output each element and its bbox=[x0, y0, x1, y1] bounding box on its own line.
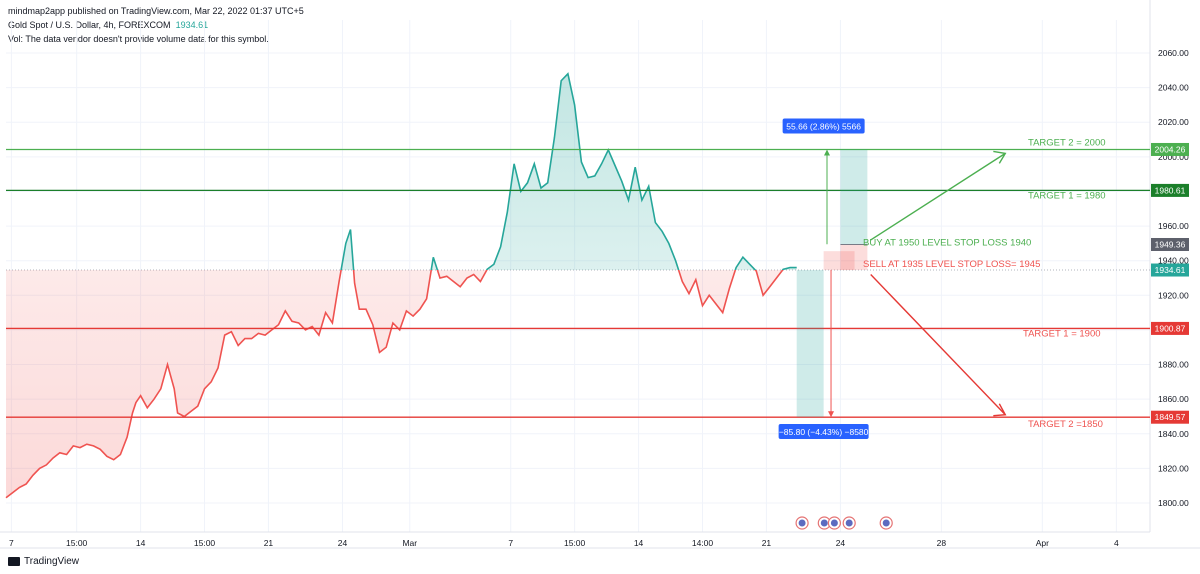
price-badge-0-bg bbox=[1151, 237, 1189, 251]
short-profit-zone[interactable] bbox=[796, 270, 824, 418]
level-badge-1-bg bbox=[1151, 183, 1189, 197]
x-tick-label: 7 bbox=[508, 538, 513, 548]
price-badge-1-bg bbox=[1151, 263, 1189, 277]
long-profit-zone[interactable] bbox=[840, 149, 868, 245]
bearish-target-arrow bbox=[870, 274, 1006, 416]
y-tick-label: 2060.00 bbox=[1158, 48, 1189, 58]
long-stop-zone[interactable] bbox=[840, 244, 868, 271]
x-tick-label: 7 bbox=[9, 538, 14, 548]
x-tick-label: 28 bbox=[937, 538, 947, 548]
price-badge-1: 1934.61 bbox=[1155, 265, 1186, 275]
bullish-target-arrow bbox=[870, 152, 1006, 241]
short-measure-arrowhead bbox=[828, 411, 835, 418]
short-stop-zone[interactable] bbox=[823, 251, 855, 271]
x-tick-label: Apr bbox=[1036, 538, 1049, 548]
y-tick-label: 1860.00 bbox=[1158, 394, 1189, 404]
buy-label: BUY AT 1950 LEVEL STOP LOSS 1940 bbox=[863, 237, 1031, 248]
volume-note: Vol: The data vendor doesn't provide vol… bbox=[8, 34, 269, 44]
long-measure-label-bg bbox=[782, 118, 865, 134]
chart-header: mindmap2app published on TradingView.com… bbox=[8, 4, 304, 46]
x-tick-label: 15:00 bbox=[564, 538, 586, 548]
y-tick-label: 2000.00 bbox=[1158, 152, 1189, 162]
x-tick-label: 24 bbox=[338, 538, 348, 548]
y-tick-label: 1800.00 bbox=[1158, 498, 1189, 508]
publisher-line: mindmap2app published on TradingView.com… bbox=[8, 6, 304, 16]
y-tick-label: 1880.00 bbox=[1158, 360, 1189, 370]
y-tick-label: 1840.00 bbox=[1158, 429, 1189, 439]
short-measure-label-bg bbox=[778, 424, 869, 440]
flag-inner-icon bbox=[882, 519, 890, 527]
level-badge-1: 1980.61 bbox=[1155, 185, 1186, 195]
price-line-below bbox=[5, 270, 784, 499]
y-tick-label: 1920.00 bbox=[1158, 290, 1189, 300]
x-tick-label: 14:00 bbox=[692, 538, 714, 548]
area-below-baseline bbox=[6, 270, 797, 498]
price-badge-0: 1949.36 bbox=[1155, 239, 1186, 249]
flag-inner-icon bbox=[820, 519, 828, 527]
level-badge-3-bg bbox=[1151, 410, 1189, 424]
x-tick-label: 24 bbox=[836, 538, 846, 548]
tradingview-logo: TradingView bbox=[8, 556, 79, 567]
area-above-baseline bbox=[6, 73, 797, 271]
level-badge-0-bg bbox=[1151, 142, 1189, 156]
y-tick-label: 1940.00 bbox=[1158, 256, 1189, 266]
x-tick-label: 21 bbox=[762, 538, 772, 548]
flag-inner-icon bbox=[845, 519, 853, 527]
x-tick-label: 14 bbox=[634, 538, 644, 548]
y-tick-label: 2020.00 bbox=[1158, 117, 1189, 127]
level-badge-2-bg bbox=[1151, 321, 1189, 335]
flag-inner-icon bbox=[798, 519, 806, 527]
level-badge-0: 2004.26 bbox=[1155, 144, 1186, 154]
symbol-line: Gold Spot / U.S. Dollar, 4h, FOREXCOM 19… bbox=[8, 18, 304, 32]
target1-down-label: TARGET 1 = 1900 bbox=[1023, 328, 1101, 339]
level-badge-3: 1849.57 bbox=[1155, 412, 1186, 422]
target1-up-label: TARGET 1 = 1980 bbox=[1028, 190, 1106, 201]
x-tick-label: 15:00 bbox=[194, 538, 216, 548]
bearish-arrowhead bbox=[993, 403, 1007, 417]
y-tick-label: 1960.00 bbox=[1158, 221, 1189, 231]
long-measure-label: 55.66 (2.86%) 5566 bbox=[786, 122, 861, 132]
x-tick-label: 15:00 bbox=[66, 538, 88, 548]
y-tick-label: 2040.00 bbox=[1158, 83, 1189, 93]
y-tick-label: 1820.00 bbox=[1158, 463, 1189, 473]
bullish-arrowhead bbox=[993, 150, 1007, 164]
price-line-above bbox=[340, 72, 797, 271]
target2-up-label: TARGET 2 = 2000 bbox=[1028, 137, 1106, 148]
x-tick-label: 21 bbox=[264, 538, 274, 548]
short-measure-label: −85.80 (−4.43%) −8580 bbox=[779, 427, 869, 437]
tradingview-icon bbox=[8, 557, 20, 566]
flag-inner-icon bbox=[830, 519, 838, 527]
target2-down-label: TARGET 2 =1850 bbox=[1028, 419, 1103, 430]
brand-text: TradingView bbox=[24, 556, 80, 567]
symbol-name[interactable]: Gold Spot / U.S. Dollar, 4h, FOREXCOM bbox=[8, 20, 171, 30]
last-price: 1934.61 bbox=[175, 20, 209, 30]
sell-label: SELL AT 1935 LEVEL STOP LOSS= 1945 bbox=[863, 259, 1040, 270]
x-tick-label: 4 bbox=[1114, 538, 1119, 548]
x-tick-label: Mar bbox=[402, 538, 417, 548]
x-tick-label: 14 bbox=[136, 538, 146, 548]
level-badge-2: 1900.87 bbox=[1155, 323, 1186, 333]
long-measure-arrowhead bbox=[823, 149, 830, 156]
